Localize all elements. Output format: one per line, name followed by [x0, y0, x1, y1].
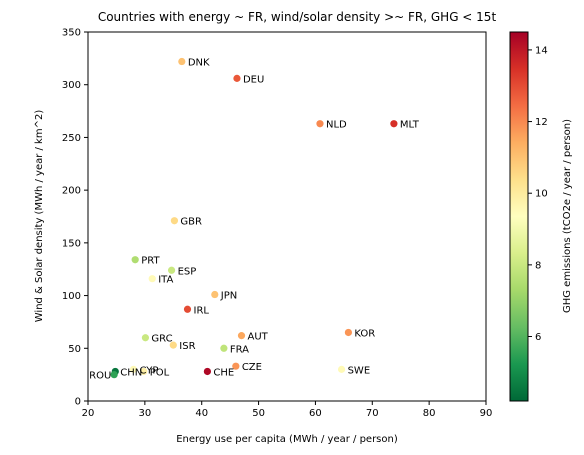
- point-jpn: [211, 290, 219, 299]
- colorbar-tick-label: 14: [535, 45, 548, 56]
- x-tick-label: 30: [138, 408, 151, 419]
- point-label-ita: ITA: [158, 275, 173, 286]
- x-tick-label: 20: [82, 408, 95, 419]
- point-cyp: [129, 365, 138, 373]
- point-nld: [316, 120, 324, 128]
- x-axis: 20 30 40 50 60 70 80 90: [82, 401, 493, 419]
- point-mlt: [390, 120, 398, 128]
- point-label-mlt: MLT: [400, 120, 420, 131]
- y-tick-label: 150: [62, 238, 81, 249]
- chart-title: Countries with energy ~ FR, wind/solar d…: [98, 10, 497, 24]
- point-che: [203, 367, 211, 376]
- colorbar-tick-label: 8: [535, 260, 541, 271]
- point-pol: [140, 367, 148, 376]
- y-tick-label: 100: [62, 291, 81, 302]
- point-label-esp: ESP: [178, 266, 197, 277]
- point-isr: [169, 341, 177, 349]
- point-label-jpn: JPN: [220, 291, 237, 302]
- point-label-rou: ROU: [89, 371, 111, 382]
- y-tick-label: 0: [75, 397, 81, 408]
- point-label-swe: SWE: [348, 365, 371, 376]
- colorbar-ticks: 6 8 10 12 14: [528, 45, 548, 343]
- point-label-cze: CZE: [242, 362, 262, 373]
- point-label-fra: FRA: [230, 344, 249, 355]
- point-label-kor: KOR: [354, 328, 375, 339]
- plot-area: DNK DEU NLD MLT GBR PRT ESP ITA JPN IRL AUT KOR GRC I…: [87, 31, 487, 402]
- point-aut: [237, 332, 246, 340]
- point-dnk: [178, 57, 186, 66]
- x-tick-label: 80: [423, 408, 436, 419]
- point-label-gbr: GBR: [180, 217, 202, 228]
- point-label-deu: DEU: [243, 74, 264, 85]
- colorbar-tick-label: 12: [535, 117, 548, 128]
- x-tick-label: 90: [480, 408, 493, 419]
- x-tick-label: 70: [366, 408, 379, 419]
- point-labels-layer: DNK DEU NLD MLT GBR PRT ESP ITA JPN IRL AUT KOR GRC I…: [89, 58, 420, 382]
- point-label-pol: POL: [150, 367, 170, 378]
- y-tick-label: 50: [68, 344, 81, 355]
- colorbar-tick-label: 10: [535, 189, 548, 200]
- y-axis-label: Wind & Solar density (MWh / year / km^2): [34, 110, 45, 323]
- point-swe: [337, 365, 346, 373]
- point-irl: [183, 305, 192, 313]
- x-axis-label: Energy use per capita (MWh / year / pers…: [176, 434, 398, 445]
- point-label-aut: AUT: [248, 332, 269, 343]
- point-label-dnk: DNK: [188, 58, 210, 69]
- point-cze: [232, 362, 240, 370]
- point-label-isr: ISR: [179, 341, 195, 352]
- y-tick-label: 250: [62, 133, 81, 144]
- points-layer: [110, 57, 398, 379]
- colorbar-tick-label: 6: [535, 332, 541, 343]
- point-esp: [167, 266, 176, 274]
- point-label-irl: IRL: [194, 305, 210, 316]
- x-tick-label: 60: [309, 408, 322, 419]
- point-kor: [344, 328, 353, 337]
- point-label-prt: PRT: [141, 256, 160, 267]
- point-rou: [110, 371, 118, 379]
- point-label-che: CHE: [213, 367, 234, 378]
- colorbar-label: GHG emissions (tCO2e / year / person): [562, 119, 573, 313]
- y-axis: 0 50 100 150 200 250 300 350: [62, 28, 88, 408]
- point-label-grc: GRC: [151, 334, 172, 345]
- point-label-chn: CHN: [120, 367, 142, 378]
- colorbar: 6 8 10 12 14 GHG emissions (tCO2e / year / p…: [509, 31, 573, 402]
- x-tick-label: 50: [252, 408, 265, 419]
- point-grc: [141, 334, 150, 342]
- y-tick-label: 200: [62, 186, 81, 197]
- point-deu: [233, 74, 241, 82]
- point-gbr: [170, 217, 179, 225]
- y-tick-label: 300: [62, 80, 81, 91]
- colorbar-gradient: [509, 31, 529, 402]
- point-fra: [220, 344, 228, 352]
- point-prt: [131, 256, 139, 264]
- point-label-cyp: CYP: [139, 365, 158, 376]
- point-label-nld: NLD: [326, 120, 347, 131]
- plot-frame: [87, 31, 487, 402]
- x-tick-label: 40: [195, 408, 208, 419]
- point-ita: [148, 275, 156, 283]
- y-tick-label: 350: [62, 28, 81, 39]
